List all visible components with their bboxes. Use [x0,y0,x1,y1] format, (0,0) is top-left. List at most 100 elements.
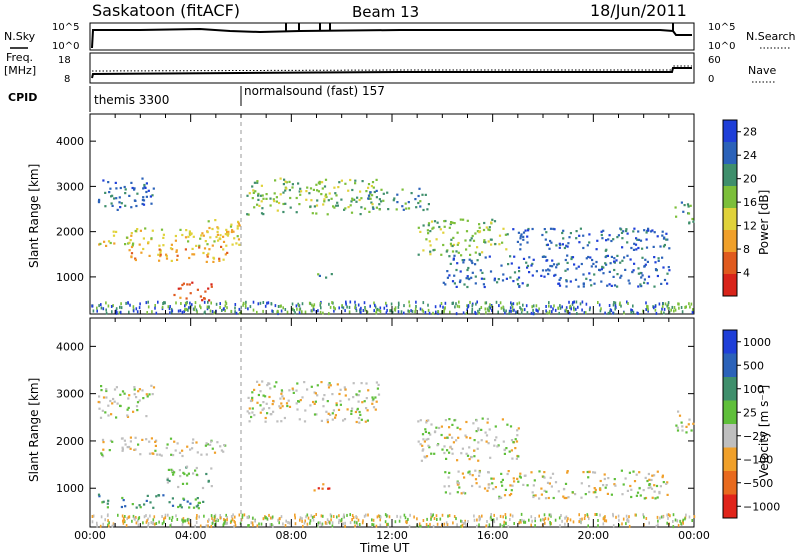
echo-cell [282,306,284,310]
echo-cell [451,280,455,283]
echo-cell [107,404,110,407]
echo-cell [417,440,420,443]
echo-cell [622,230,625,233]
echo-cell [284,189,287,192]
colorbar-swatch [723,471,737,495]
cpid-mode-1: themis 3300 [94,93,169,107]
echo-cell [389,309,392,313]
echo-cell [150,237,153,240]
nave-tick-bottom: 0 [708,74,714,85]
time-tick-label: 16:00 [477,529,509,542]
echo-cell [182,497,185,500]
echo-cell [564,309,566,313]
echo-cell [480,306,483,309]
echo-cell [551,265,554,268]
echo-cell [317,190,320,193]
echo-cell [470,276,473,279]
echo-cell [612,311,614,315]
echo-cell [607,311,610,315]
echo-cell [151,452,154,455]
echo-cell [583,517,586,520]
echo-cell [532,304,535,308]
echo-cell [351,198,354,201]
echo-cell [612,238,615,241]
echo-cell [195,308,198,312]
echo-cell [557,490,560,493]
echo-cell [465,277,468,280]
echo-cell [486,421,489,424]
echo-cell [378,208,381,211]
echo-cell [595,248,598,251]
echo-cell [198,246,201,249]
echo-cell [456,426,459,429]
echo-cell [259,301,262,305]
echo-cell [531,227,534,231]
echo-cell [547,517,550,521]
echo-cell [452,236,455,239]
echo-cell [105,389,108,393]
echo-cell [477,427,480,430]
echo-cell [516,278,519,281]
echo-cell [174,239,177,242]
echo-cell [493,513,495,517]
echo-cell [130,234,133,237]
echo-cell [585,302,588,306]
echo-cell [619,261,622,264]
echo-cell [234,303,237,306]
echo-cell [135,307,138,311]
echo-cell [662,237,666,240]
echo-cell [100,385,103,388]
echo-cell [109,187,112,190]
echo-cell [220,516,222,520]
echo-cell [405,207,408,210]
echo-cell [509,255,512,258]
echo-cell [115,386,118,389]
echo-cell [329,521,331,525]
echo-cell [477,441,480,444]
echo-cell [192,472,195,475]
echo-cell [334,307,336,311]
echo-cell [315,413,318,416]
echo-cell [472,422,475,425]
echo-cell [531,305,533,309]
echo-cell [519,248,522,251]
echo-cell [421,444,424,447]
echo-cell [222,240,226,243]
echo-cell [152,187,155,190]
echo-cell [643,497,646,500]
echo-cell [607,477,610,480]
echo-cell [91,304,94,308]
echo-cell [115,230,118,233]
freq-strip: Freq. [MHz] 18 8 60 0 Nave [4,51,776,85]
echo-cell [213,518,216,522]
echo-cell [251,411,254,414]
echo-cell [478,474,481,477]
echo-cell [532,494,535,497]
echo-cell [231,243,234,246]
echo-cell [558,246,561,249]
echo-cell [270,302,273,306]
echo-cell [303,420,307,423]
echo-cell [323,394,326,397]
echo-cell [371,194,374,197]
echo-cell [376,307,379,311]
echo-cell [322,397,325,400]
echo-cell [200,234,203,237]
echo-cell [594,513,596,516]
echo-cell [355,420,358,424]
echo-cell [654,497,657,500]
colorbar-tick-label: 12 [743,220,757,233]
echo-cell [508,450,511,453]
echo-cell [522,303,524,307]
echo-cell [483,239,486,242]
echo-cell [666,513,668,517]
echo-cell [589,256,592,259]
echo-cell [282,183,285,186]
echo-cell [567,496,570,499]
echo-cell [211,310,214,313]
echo-cell [308,301,311,305]
echo-cell [606,492,609,495]
echo-cell [625,228,628,231]
echo-cell [424,428,427,431]
echo-cell [300,190,303,193]
